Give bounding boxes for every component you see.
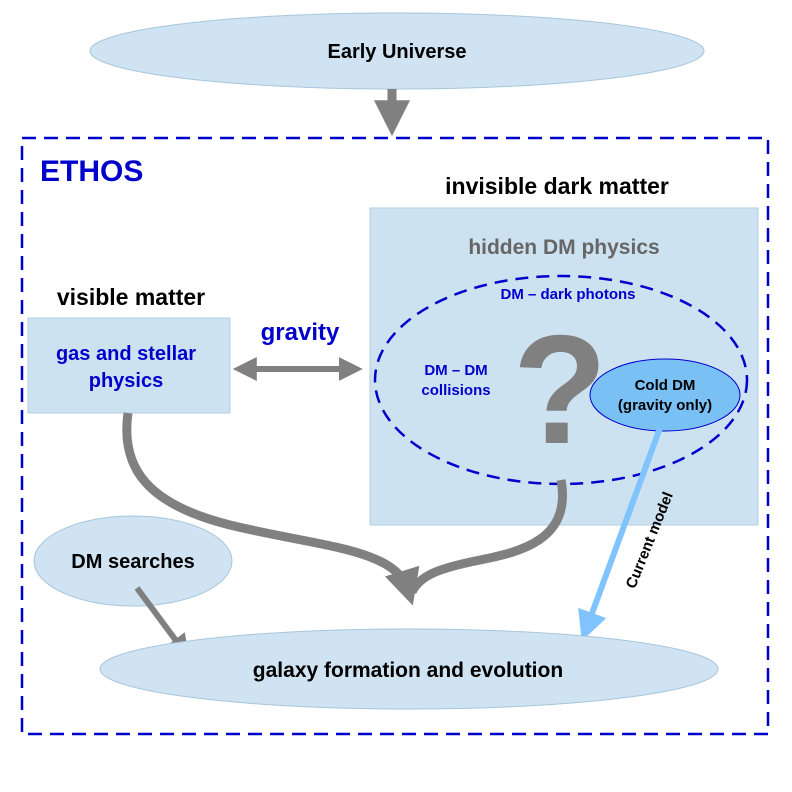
dm-collisions-label-line2: collisions bbox=[421, 382, 490, 399]
dark-photons-label: DM – dark photons bbox=[500, 286, 635, 303]
dm-searches-label: DM searches bbox=[71, 551, 194, 573]
ethos-title: ETHOS bbox=[40, 155, 143, 188]
gas-stellar-box bbox=[27, 317, 231, 414]
galaxy-formation-label: galaxy formation and evolution bbox=[253, 659, 563, 682]
gravity-label: gravity bbox=[261, 319, 340, 346]
ethos-frame bbox=[20, 136, 770, 736]
cold-dm-label-line1: Cold DM bbox=[635, 377, 696, 394]
hidden-dm-physics-label: hidden DM physics bbox=[468, 236, 659, 259]
dm-collisions-label-line1: DM – DM bbox=[424, 362, 487, 379]
current-model-arrow bbox=[578, 426, 663, 642]
cold-dm-label-line2: (gravity only) bbox=[618, 397, 712, 414]
arrow-dm-searches-to-galaxy bbox=[134, 586, 190, 659]
arrow-gas-to-galaxy bbox=[122, 412, 420, 606]
dm-searches-ellipse bbox=[33, 515, 233, 607]
early-universe-label: Early Universe bbox=[328, 41, 467, 63]
visible-matter-heading: visible matter bbox=[57, 284, 205, 310]
galaxy-formation-ellipse bbox=[99, 628, 719, 710]
gas-stellar-label-line2: physics bbox=[89, 370, 163, 392]
gas-stellar-label-line1: gas and stellar bbox=[56, 343, 196, 365]
cold-dm-ellipse bbox=[589, 358, 741, 432]
invisible-dark-matter-heading: invisible dark matter bbox=[445, 173, 669, 199]
arrow-hidden-to-galaxy bbox=[407, 479, 567, 595]
early-universe-ellipse bbox=[89, 12, 705, 90]
